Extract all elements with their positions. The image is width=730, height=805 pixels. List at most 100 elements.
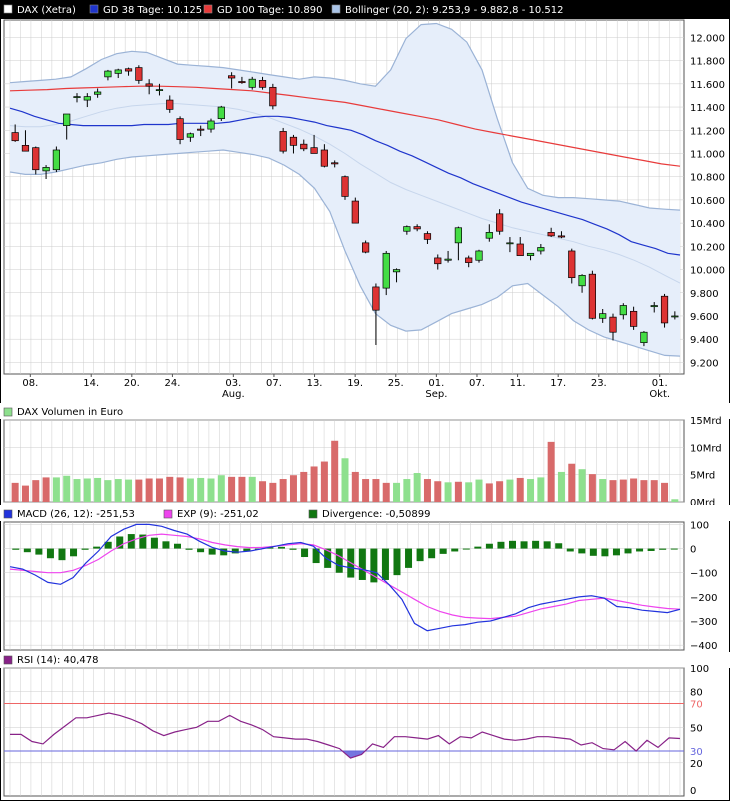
candle-down [496,213,504,232]
candle-down [516,243,524,256]
volume-bar [166,476,174,502]
price-x-tick-label: 07. [469,378,485,389]
volume-bar [269,482,277,502]
divergence-bar [185,548,193,550]
volume-bar [289,475,297,502]
price-x-tick-label: 20. [124,378,140,389]
price-legend: DAX (Xetra) GD 38 Tage: 10.125 GD 100 Tage… [3,4,564,16]
macd-y-tick-label: −400 [690,641,717,652]
legend-label: DAX Volumen in Euro [17,407,123,418]
volume-bar [423,479,431,502]
rsi-y-tick-label: 30 [690,747,703,758]
divergence-bar [301,548,309,558]
price-x-tick-label: 03. [225,378,241,389]
volume-bar [372,479,380,502]
volume-bar [331,440,339,502]
price-x-tick-label: 24. [164,378,180,389]
macd-legend: MACD (26, 12): -251,53 EXP (9): -251,02 Di… [3,509,430,520]
volume-bar [155,478,163,502]
volume-bar [506,479,514,502]
volume-bar [176,477,184,502]
price-y-tick-label: 12.000 [690,33,725,44]
candle-down [372,286,380,311]
macd-y-tick-label: 0 [690,545,696,556]
legend-label: DAX (Xetra) [17,5,76,16]
candle-up [382,252,390,289]
divergence-bar [23,548,31,553]
legend-label: GD 100 Tage: 10.890 [217,5,323,16]
candle-down [609,316,617,333]
price-y-tick-label: 11.800 [690,57,725,68]
candle-down [228,75,236,79]
volume-bar [454,481,462,502]
candle-up [83,96,91,101]
price-y-axis: 12.000 11.800 11.600 11.400 11.200 11.000 10.8… [690,33,725,369]
volume-bar [630,478,638,502]
candle-up [526,252,535,256]
price-y-tick-label: 9.800 [690,289,719,300]
candle-up [114,69,122,74]
price-x-axis: 08. 14. 20. 24. 03.Aug.07. 13. 19. 25. 01.Sep.07… [22,374,670,400]
legend-swatch [163,509,173,519]
volume-bar [650,480,658,502]
legend-swatch [3,4,13,14]
candlesticks [11,65,679,347]
candle-up [186,133,194,138]
price-y-tick-label: 9.200 [690,358,719,369]
divergence-bar [485,543,493,549]
candle-down [145,83,153,87]
divergence-bar [439,548,447,554]
rsi-legend: RSI (14): 40,478 [3,655,99,666]
candle-down [362,242,370,253]
volume-bar [619,479,627,502]
volume-legend: DAX Volumen in Euro [3,407,123,418]
volume-bar [537,477,545,502]
price-y-tick-label: 9.400 [690,335,719,346]
divergence-bar [670,548,678,550]
rsi-plot-frame [3,667,685,797]
gd100-line [9,85,681,167]
macd-y-tick-label: −100 [690,569,717,580]
divergence-bar [162,541,170,549]
rsi-y-tick-label: 20 [690,759,703,770]
volume-y-tick-label: 5Mrd [690,471,715,482]
exp-line [9,533,681,620]
macd-y-tick-label: 100 [690,520,709,531]
price-y-tick-label: 11.600 [690,80,725,91]
price-x-tick-label: 19. [347,378,363,389]
price-x-month-label: Okt. [649,389,670,400]
legend-label: GD 38 Tage: 10.125 [103,5,202,16]
volume-bar [527,479,535,502]
volume-bar [114,479,122,502]
divergence-bar [612,548,620,556]
candle-down [32,147,40,171]
volume-bar [279,479,287,502]
divergence-bar [624,548,632,554]
candle-down [176,118,184,140]
price-x-tick-label: 25. [388,378,404,389]
volume-bar [238,476,246,502]
divergence-bar [208,548,216,555]
bollinger-middle-line [9,103,681,284]
candle-up [671,315,679,318]
candle-down [124,68,133,72]
candle-down [557,235,566,238]
rsi-y-tick-label: 100 [690,664,709,675]
divergence-bar [381,548,389,580]
candle-up [392,269,401,273]
rsi-y-tick-label: 0 [690,786,696,797]
price-x-tick-label: 08. [22,378,38,389]
gd38-line [9,107,681,256]
candle-down [289,136,298,146]
volume-bar [393,482,401,502]
divergence-bar [35,548,43,555]
candle-down [166,99,174,110]
price-x-month-label: Sep. [425,389,447,400]
price-y-tick-label: 11.000 [690,149,725,160]
volume-bar [599,479,607,502]
rsi-grid [4,667,684,796]
divergence-bar [416,548,424,562]
price-y-tick-label: 10.200 [690,242,725,253]
price-y-tick-label: 11.400 [690,103,725,114]
legend-label: Bollinger (20, 2): 9.253,9 - 9.882,8 - 1… [345,5,564,16]
